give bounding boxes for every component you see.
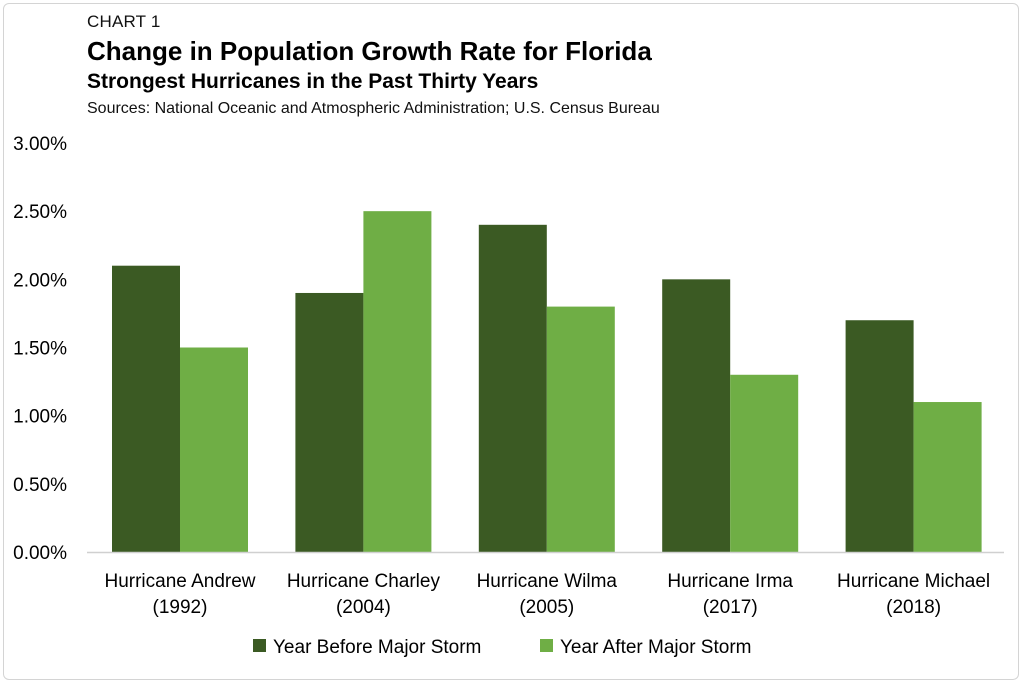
legend-swatch-before [253, 639, 266, 652]
x-category-label: Hurricane Irma [667, 571, 793, 592]
legend-swatch-after [540, 639, 553, 652]
legend-label: Year After Major Storm [560, 637, 751, 658]
x-category-label: (2005) [519, 597, 574, 618]
x-category-label: (2018) [886, 597, 941, 618]
x-category-label: (2017) [703, 597, 758, 618]
x-category-label: (2004) [336, 597, 391, 618]
y-tick-label: 3.00% [13, 134, 67, 155]
bar-year-before [845, 320, 914, 552]
bar-year-after [730, 374, 799, 552]
bar-year-before [112, 265, 180, 552]
y-tick-label: 2.00% [13, 270, 67, 291]
x-category-label: Hurricane Andrew [104, 571, 255, 592]
chart-subtitle: Strongest Hurricanes in the Past Thirty … [87, 70, 539, 93]
bar-year-before [478, 224, 547, 553]
chart-number-label: CHART 1 [87, 12, 161, 31]
x-axis: Hurricane Andrew (1992) Hurricane Charley (… [87, 551, 1004, 618]
y-tick-label: 1.00% [13, 407, 67, 428]
x-category-label: Hurricane Michael [837, 571, 990, 592]
chart-frame [3, 3, 1019, 680]
legend-label: Year Before Major Storm [273, 637, 481, 658]
bar-year-after [363, 211, 432, 552]
bar-year-after [546, 306, 615, 552]
legend: Year Before Major Storm Year After Major … [253, 637, 751, 658]
bar-year-before [662, 279, 731, 552]
x-category-label: Hurricane Wilma [477, 571, 618, 592]
chart-title: Change in Population Growth Rate for Flo… [87, 36, 652, 66]
bar-year-after [913, 402, 982, 552]
y-tick-label: 0.50% [13, 475, 67, 496]
x-category-label: (1992) [153, 597, 208, 618]
bars [112, 211, 982, 553]
chart-sources: Sources: National Oceanic and Atmospheri… [87, 100, 660, 117]
y-tick-label: 1.50% [13, 339, 67, 360]
y-axis: 0.00% 0.50% 1.00% 1.50% 2.00% 2.50% 3.00% [13, 134, 67, 564]
bar-year-before [295, 292, 364, 552]
bar-year-after [180, 347, 248, 552]
y-tick-label: 0.00% [13, 543, 67, 564]
x-category-label: Hurricane Charley [287, 571, 441, 592]
y-tick-label: 2.50% [13, 202, 67, 223]
